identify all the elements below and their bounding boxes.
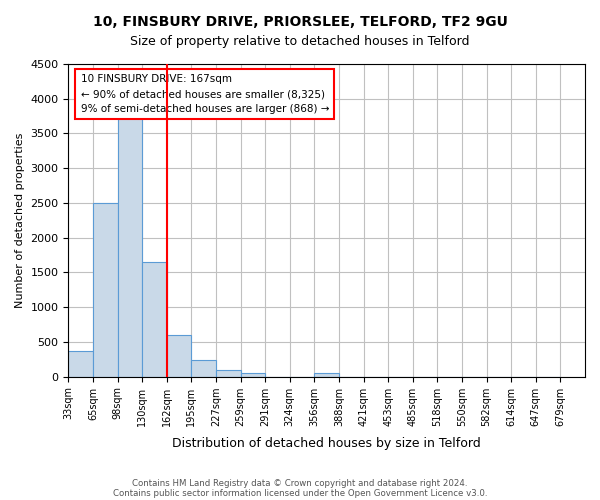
Bar [68, 350, 93, 376]
Bar [241, 373, 265, 376]
Text: 10 FINSBURY DRIVE: 167sqm
← 90% of detached houses are smaller (8,325)
9% of sem: 10 FINSBURY DRIVE: 167sqm ← 90% of detac… [81, 74, 329, 114]
X-axis label: Distribution of detached houses by size in Telford: Distribution of detached houses by size … [172, 437, 481, 450]
Bar [118, 118, 142, 376]
Bar [191, 360, 216, 376]
Bar [93, 203, 118, 376]
Bar [216, 370, 241, 376]
Y-axis label: Number of detached properties: Number of detached properties [15, 132, 25, 308]
Bar [167, 335, 191, 376]
Text: Size of property relative to detached houses in Telford: Size of property relative to detached ho… [130, 35, 470, 48]
Bar [142, 262, 167, 376]
Text: 10, FINSBURY DRIVE, PRIORSLEE, TELFORD, TF2 9GU: 10, FINSBURY DRIVE, PRIORSLEE, TELFORD, … [92, 15, 508, 29]
Text: Contains HM Land Registry data © Crown copyright and database right 2024.: Contains HM Land Registry data © Crown c… [132, 478, 468, 488]
Bar [314, 373, 339, 376]
Text: Contains public sector information licensed under the Open Government Licence v3: Contains public sector information licen… [113, 488, 487, 498]
